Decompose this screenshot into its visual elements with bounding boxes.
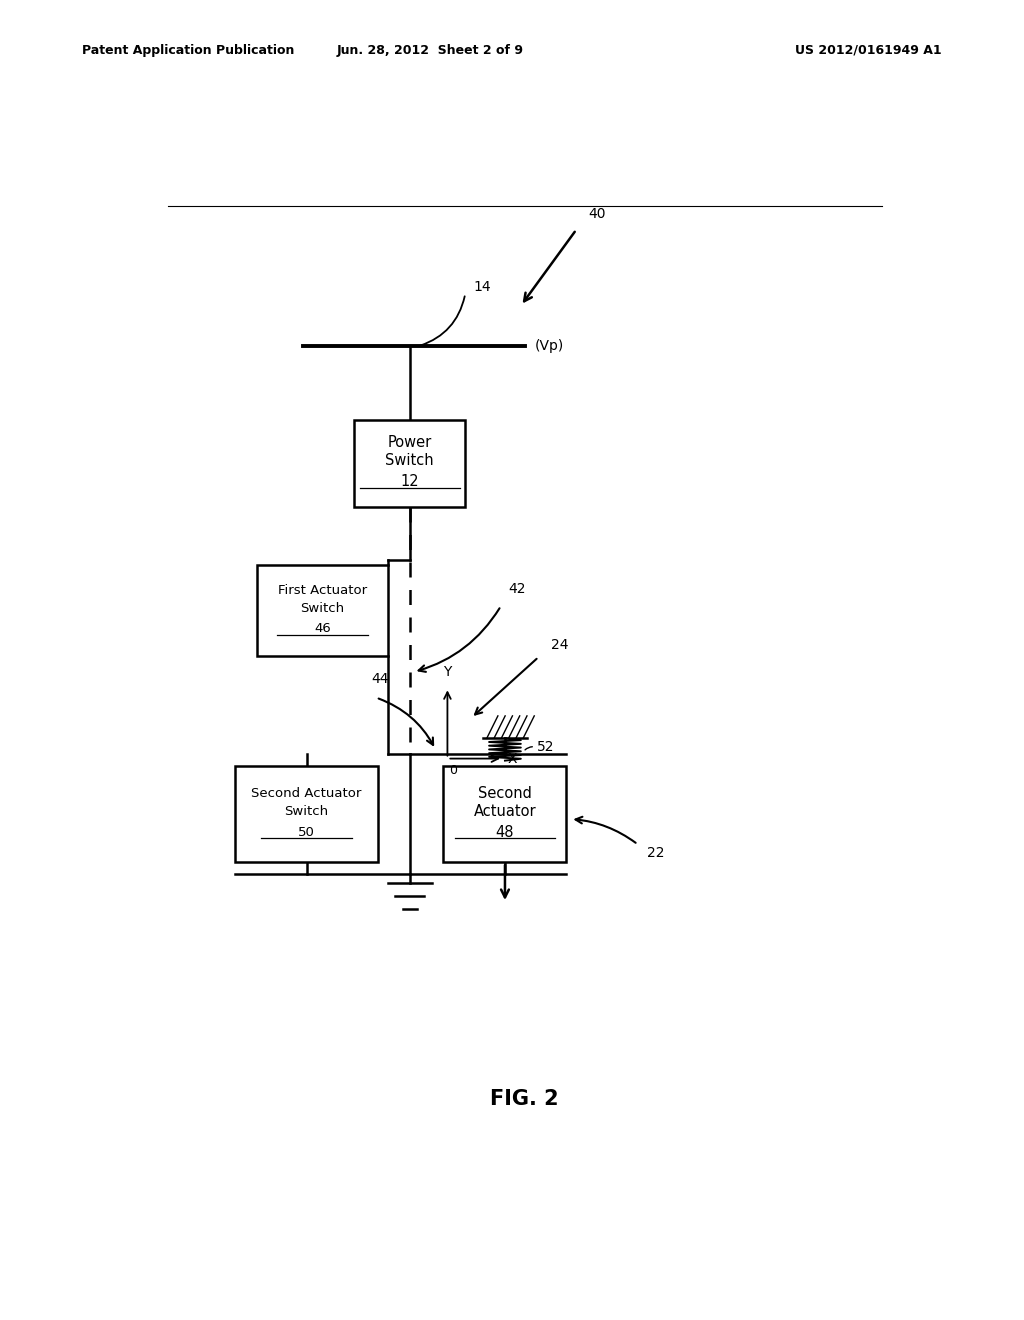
Text: Second Actuator: Second Actuator [251, 787, 361, 800]
Text: 14: 14 [473, 280, 490, 294]
Text: 48: 48 [496, 825, 514, 840]
Text: Switch: Switch [285, 805, 329, 818]
Text: 50: 50 [298, 826, 315, 838]
Text: FIG. 2: FIG. 2 [490, 1089, 559, 1109]
Text: 12: 12 [400, 474, 419, 490]
Text: 52: 52 [537, 741, 554, 754]
Text: X: X [508, 751, 517, 766]
Text: Power: Power [388, 436, 432, 450]
Bar [354, 420, 465, 507]
Text: Switch: Switch [300, 602, 344, 615]
Text: (Vp): (Vp) [535, 339, 563, 354]
Text: Switch: Switch [385, 453, 434, 467]
Text: 44: 44 [372, 672, 389, 686]
Text: Jun. 28, 2012  Sheet 2 of 9: Jun. 28, 2012 Sheet 2 of 9 [337, 44, 523, 57]
Text: Second: Second [478, 787, 531, 801]
Text: 24: 24 [551, 638, 568, 652]
Text: US 2012/0161949 A1: US 2012/0161949 A1 [796, 44, 942, 57]
Text: Y: Y [443, 665, 452, 680]
Text: Actuator: Actuator [474, 804, 537, 820]
Text: 40: 40 [588, 207, 606, 222]
Text: 0: 0 [449, 764, 457, 777]
Text: First Actuator: First Actuator [278, 583, 367, 597]
Bar [443, 766, 566, 862]
Text: 46: 46 [314, 623, 331, 635]
Text: 42: 42 [508, 582, 525, 595]
Text: 22: 22 [647, 846, 665, 859]
Bar [236, 766, 378, 862]
Bar [257, 565, 388, 656]
Text: Patent Application Publication: Patent Application Publication [82, 44, 294, 57]
